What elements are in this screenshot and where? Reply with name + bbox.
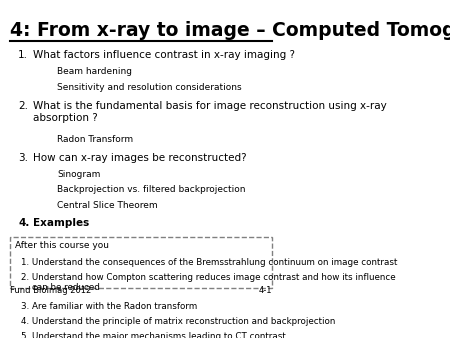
Text: Backprojection vs. filtered backprojection: Backprojection vs. filtered backprojecti… <box>57 185 246 194</box>
Text: 4. Understand the principle of matrix reconstruction and backprojection: 4. Understand the principle of matrix re… <box>21 317 335 326</box>
Text: Central Slice Theorem: Central Slice Theorem <box>57 201 158 210</box>
Bar <box>10 237 272 288</box>
Text: Examples: Examples <box>33 218 90 228</box>
Text: 1.: 1. <box>18 50 28 60</box>
Text: After this course you: After this course you <box>15 241 109 250</box>
Text: What factors influence contrast in x-ray imaging ?: What factors influence contrast in x-ray… <box>33 50 296 60</box>
Text: 4: From x-ray to image – Computed Tomography: 4: From x-ray to image – Computed Tomogr… <box>10 21 450 40</box>
Text: 3. Are familiar with the Radon transform: 3. Are familiar with the Radon transform <box>21 302 197 311</box>
Text: Sinogram: Sinogram <box>57 170 100 179</box>
Text: Beam hardening: Beam hardening <box>57 67 132 76</box>
Text: 5. Understand the major mechanisms leading to CT contrast: 5. Understand the major mechanisms leadi… <box>21 332 286 338</box>
Text: 4.: 4. <box>18 218 30 228</box>
Text: 2.: 2. <box>18 101 28 111</box>
Text: Radon Transform: Radon Transform <box>57 135 133 144</box>
Text: How can x-ray images be reconstructed?: How can x-ray images be reconstructed? <box>33 153 247 163</box>
Text: 2. Understand how Compton scattering reduces image contrast and how its influenc: 2. Understand how Compton scattering red… <box>21 272 396 292</box>
Text: Fund BioImag 2012: Fund BioImag 2012 <box>10 286 91 295</box>
Text: What is the fundamental basis for image reconstruction using x-ray
absorption ?: What is the fundamental basis for image … <box>33 101 387 123</box>
Text: Sensitivity and resolution considerations: Sensitivity and resolution consideration… <box>57 83 242 92</box>
Text: 1. Understand the consequences of the Bremsstrahlung continuum on image contrast: 1. Understand the consequences of the Br… <box>21 258 397 267</box>
Text: 3.: 3. <box>18 153 28 163</box>
Text: 4-1: 4-1 <box>258 286 272 295</box>
